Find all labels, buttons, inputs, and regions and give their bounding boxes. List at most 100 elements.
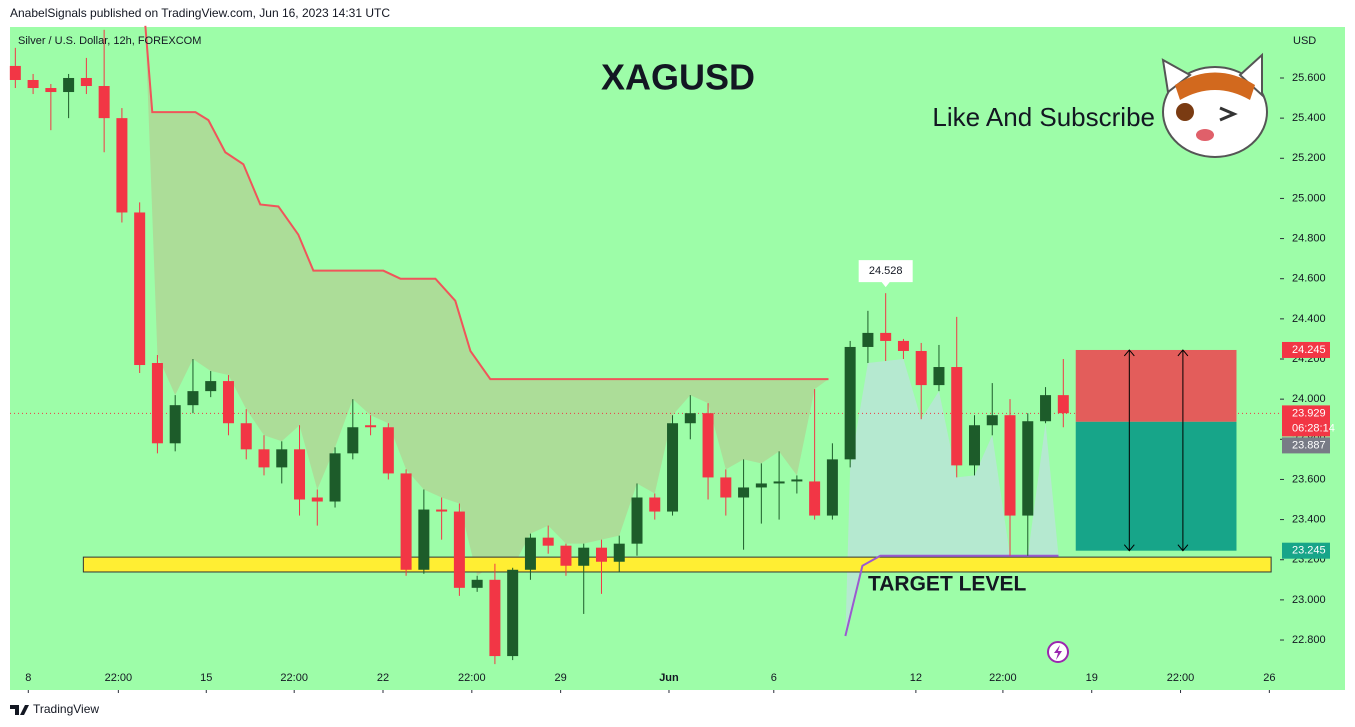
candle-body <box>365 425 377 428</box>
y-tick-label: 24.800 <box>1292 232 1326 244</box>
support-line <box>844 554 1059 637</box>
stop-price-label: 24.245 <box>1292 344 1326 356</box>
candle-body <box>773 481 785 484</box>
alert-icon <box>1047 641 1069 663</box>
candle-body <box>453 511 465 588</box>
x-tick-label: 15 <box>200 672 212 684</box>
candle-body <box>809 481 821 516</box>
y-tick-label: 23.600 <box>1292 473 1326 485</box>
countdown-label: 06:28:14 <box>1292 422 1335 434</box>
candle-body <box>418 509 430 570</box>
candle-body <box>684 413 696 424</box>
candle-body <box>968 425 980 466</box>
x-tick-label: 22:00 <box>105 672 133 684</box>
y-tick-label: 25.000 <box>1292 192 1326 204</box>
publisher-line: AnabelSignals published on TradingView.c… <box>10 6 390 20</box>
candle-body <box>258 449 270 468</box>
x-tick-label: 12 <box>910 672 922 684</box>
x-tick-label: 26 <box>1263 672 1275 684</box>
chart-title: XAGUSD <box>601 57 755 98</box>
x-tick-label: 22:00 <box>280 672 308 684</box>
high-marker-label: 24.528 <box>869 265 903 277</box>
target-price-label-bg <box>1282 542 1330 559</box>
candle-body <box>471 579 483 588</box>
y-tick-label: 24.400 <box>1292 313 1326 325</box>
candle-body <box>507 569 519 657</box>
candle-body <box>1022 421 1034 516</box>
arrow-head <box>1177 349 1189 552</box>
candle-body <box>205 381 217 392</box>
candle-body <box>311 497 323 502</box>
candle-body <box>1057 395 1069 414</box>
y-tick-label: 23.400 <box>1292 513 1326 525</box>
candle-body <box>951 367 963 466</box>
candle-body <box>151 363 163 444</box>
candle-body <box>400 473 412 570</box>
entry-price-label: 23.887 <box>1292 439 1326 451</box>
y-tick-label: 25.600 <box>1292 72 1326 84</box>
candle-body <box>738 487 750 498</box>
candle-body <box>276 449 288 468</box>
zone-label: TARGET LEVEL <box>868 573 1026 596</box>
x-tick-label: 22:00 <box>458 672 486 684</box>
candle-body <box>222 381 234 424</box>
candle-body <box>560 545 572 566</box>
x-tick-label: 8 <box>25 672 31 684</box>
stop-price-label-bg <box>1282 341 1330 358</box>
candle-body <box>897 340 909 351</box>
candle-body <box>63 77 75 93</box>
support-fill <box>845 359 1059 637</box>
candle-body <box>720 477 732 498</box>
x-tick-label: 22:00 <box>989 672 1017 684</box>
candle-body <box>880 332 892 341</box>
tradingview-logo <box>10 705 29 715</box>
candle-body <box>187 391 199 406</box>
candle-body <box>915 350 927 386</box>
candle-body <box>45 88 57 93</box>
candle-body <box>116 118 128 213</box>
x-tick-label: 22 <box>377 672 389 684</box>
candle-body <box>844 346 856 460</box>
candle-body <box>1040 395 1052 422</box>
y-tick-label: 24.600 <box>1292 273 1326 285</box>
entry-price-label-bg <box>1282 437 1330 454</box>
candle-body <box>613 543 625 562</box>
y-tick-label: 25.400 <box>1292 112 1326 124</box>
candle-body <box>436 509 448 512</box>
candle-body <box>986 415 998 426</box>
candle-body <box>382 427 394 474</box>
trail-fill <box>145 25 829 576</box>
candle-body <box>27 79 39 89</box>
candle-body <box>755 483 767 488</box>
x-tick-label: 22:00 <box>1167 672 1195 684</box>
last-price-label-bg <box>1282 405 1330 422</box>
candle-body <box>294 449 306 500</box>
x-tick-label: 19 <box>1086 672 1098 684</box>
candle-body <box>578 547 590 566</box>
candle-body <box>862 332 874 347</box>
candle-body <box>524 537 536 570</box>
target-zone <box>82 556 1272 573</box>
target-box <box>1075 421 1237 551</box>
currency-label: USD <box>1293 35 1316 47</box>
arrow-head <box>1123 349 1135 552</box>
candle-body <box>791 479 803 482</box>
x-tick-label: Jun <box>659 672 679 684</box>
last-price-label: 23.929 <box>1292 407 1326 419</box>
x-tick-label: 29 <box>555 672 567 684</box>
stop-box <box>1075 349 1237 422</box>
price-axis-background <box>1280 27 1345 690</box>
candle-body <box>240 423 252 450</box>
x-tick-label: 6 <box>771 672 777 684</box>
chart-subtitle: Like And Subscribe <box>932 102 1155 132</box>
y-tick-label: 23.000 <box>1292 594 1326 606</box>
y-tick-label: 22.800 <box>1292 634 1326 646</box>
candle-body <box>826 459 838 516</box>
high-marker-box <box>858 260 913 288</box>
candle-body <box>80 77 92 87</box>
symbol-label: Silver / U.S. Dollar, 12h, FOREXCOM <box>18 35 201 47</box>
candle-body <box>347 427 359 454</box>
candle-body <box>542 537 554 546</box>
candle-body <box>933 367 945 386</box>
